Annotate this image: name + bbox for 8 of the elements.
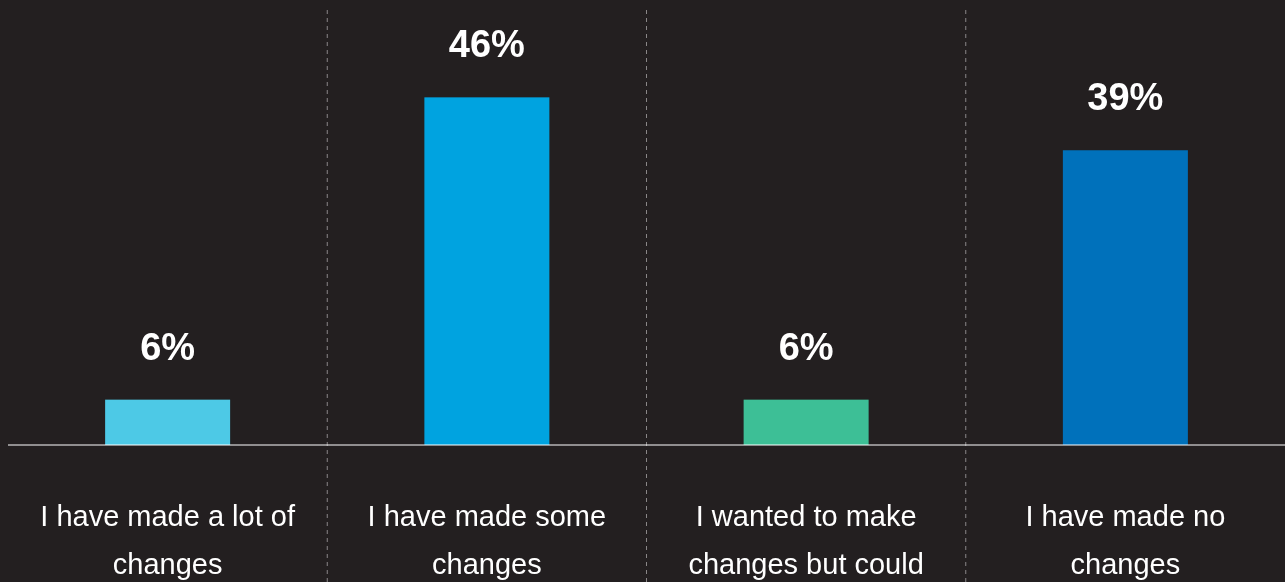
x-tick-label: I have made some changes xyxy=(367,500,607,580)
data-label: 39% xyxy=(1087,76,1164,119)
x-tick-label: I wanted to make changes but could xyxy=(688,500,924,580)
x-tick-label: I have made no changes xyxy=(1025,500,1226,580)
x-tick-label: I have made a lot of changes xyxy=(40,500,296,580)
data-label: 6% xyxy=(778,325,834,368)
data-label: 46% xyxy=(448,23,525,66)
data-label: 6% xyxy=(140,325,196,368)
